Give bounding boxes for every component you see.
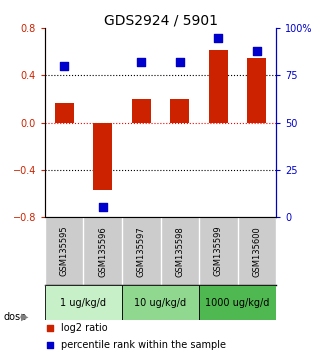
Point bbox=[254, 48, 259, 54]
Bar bbox=[132, 99, 151, 122]
Text: ▶: ▶ bbox=[21, 312, 28, 322]
Text: GSM135599: GSM135599 bbox=[214, 226, 223, 276]
Bar bbox=[122, 285, 199, 320]
Bar bbox=[45, 285, 122, 320]
Point bbox=[139, 59, 144, 65]
Bar bbox=[199, 285, 276, 320]
Point bbox=[177, 59, 182, 65]
Text: percentile rank within the sample: percentile rank within the sample bbox=[61, 341, 226, 350]
Point bbox=[47, 343, 52, 348]
Text: GSM135598: GSM135598 bbox=[175, 226, 184, 276]
Point bbox=[62, 63, 67, 69]
Text: 1 ug/kg/d: 1 ug/kg/d bbox=[60, 298, 107, 308]
Text: GSM135596: GSM135596 bbox=[98, 226, 107, 276]
Bar bbox=[93, 122, 112, 190]
Bar bbox=[247, 58, 266, 122]
Point bbox=[216, 35, 221, 41]
Bar bbox=[209, 50, 228, 122]
Point bbox=[100, 205, 105, 210]
Text: GSM135595: GSM135595 bbox=[60, 226, 69, 276]
Text: 1000 ug/kg/d: 1000 ug/kg/d bbox=[205, 298, 270, 308]
Text: dose: dose bbox=[3, 312, 26, 322]
Text: 10 ug/kg/d: 10 ug/kg/d bbox=[134, 298, 187, 308]
Text: GSM135600: GSM135600 bbox=[252, 226, 261, 276]
Bar bbox=[170, 99, 189, 122]
Text: GSM135597: GSM135597 bbox=[137, 226, 146, 276]
Title: GDS2924 / 5901: GDS2924 / 5901 bbox=[103, 13, 218, 27]
Point bbox=[47, 325, 52, 331]
Text: log2 ratio: log2 ratio bbox=[61, 323, 108, 333]
Bar bbox=[55, 103, 74, 122]
